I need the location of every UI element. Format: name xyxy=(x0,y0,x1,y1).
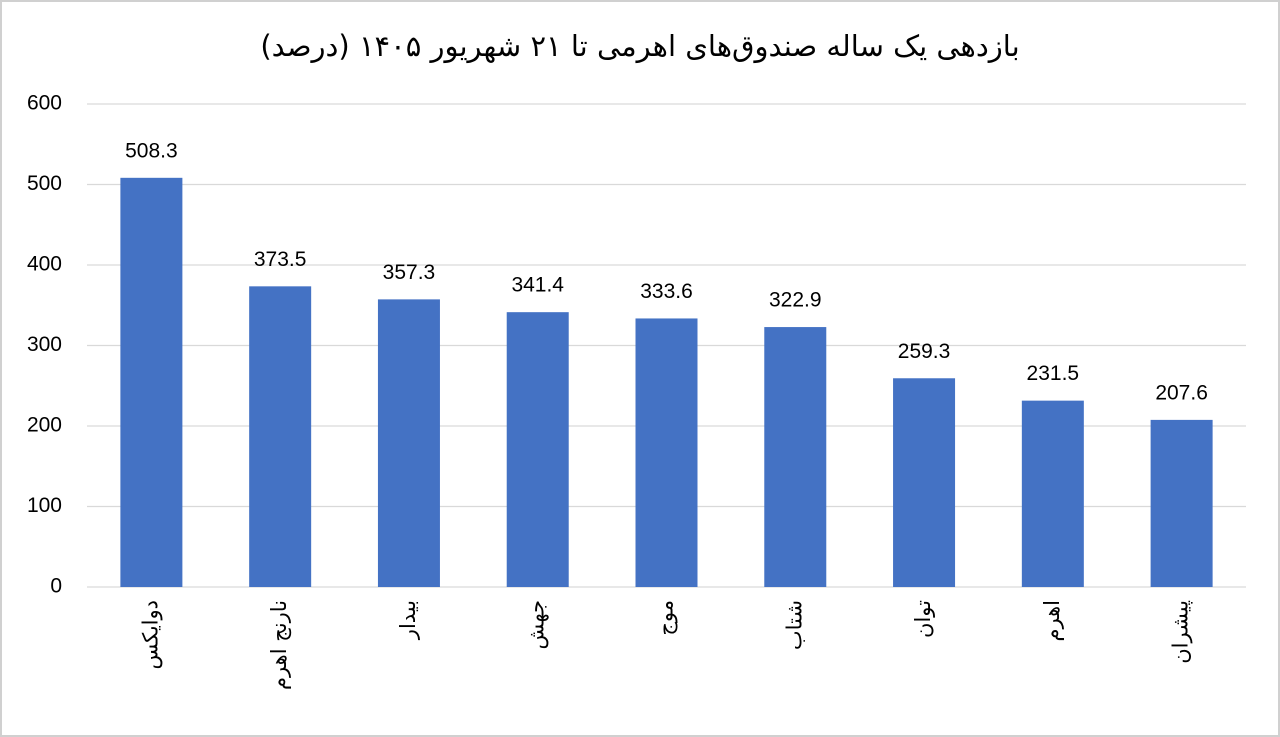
y-tick-label: 600 xyxy=(27,92,62,115)
value-label: 322.9 xyxy=(769,289,822,312)
bar xyxy=(249,286,312,587)
x-tick-label: شتاب xyxy=(782,600,806,650)
y-tick-label: 500 xyxy=(27,172,62,195)
value-label: 259.3 xyxy=(898,340,951,363)
bar xyxy=(506,312,569,587)
bar xyxy=(893,378,956,587)
value-label: 373.5 xyxy=(254,248,307,271)
x-tick-label: پیشران xyxy=(1169,600,1193,664)
bar xyxy=(120,177,183,588)
y-tick-label: 200 xyxy=(27,414,62,437)
value-label: 508.3 xyxy=(125,139,178,162)
bar xyxy=(764,327,827,587)
value-label: 333.6 xyxy=(640,280,693,303)
x-tick-label: دوایکس xyxy=(138,600,162,670)
bar xyxy=(1150,419,1213,587)
y-tick-label: 100 xyxy=(27,494,62,517)
bar xyxy=(635,318,698,587)
y-tick-label: 0 xyxy=(50,575,62,598)
value-label: 207.6 xyxy=(1155,381,1208,404)
x-tick-label: موج xyxy=(654,600,679,636)
x-tick-label: بیدار xyxy=(396,600,420,640)
y-tick-label: 400 xyxy=(27,253,62,276)
bar xyxy=(1021,400,1084,587)
x-tick-label: توان xyxy=(911,600,935,638)
value-label: 341.4 xyxy=(511,274,564,297)
chart-title: بازدهی یک ساله صندوق‌های اهرمی تا ۲۱ شهر… xyxy=(260,29,1019,63)
y-tick-label: 300 xyxy=(27,333,62,356)
value-label: 357.3 xyxy=(383,261,436,284)
x-tick-label: نارنج اهرم xyxy=(267,600,291,690)
value-label: 231.5 xyxy=(1027,362,1080,385)
x-tick-label: اهرم xyxy=(1040,600,1064,642)
bar xyxy=(377,299,440,587)
x-tick-label: جهش xyxy=(525,600,549,649)
